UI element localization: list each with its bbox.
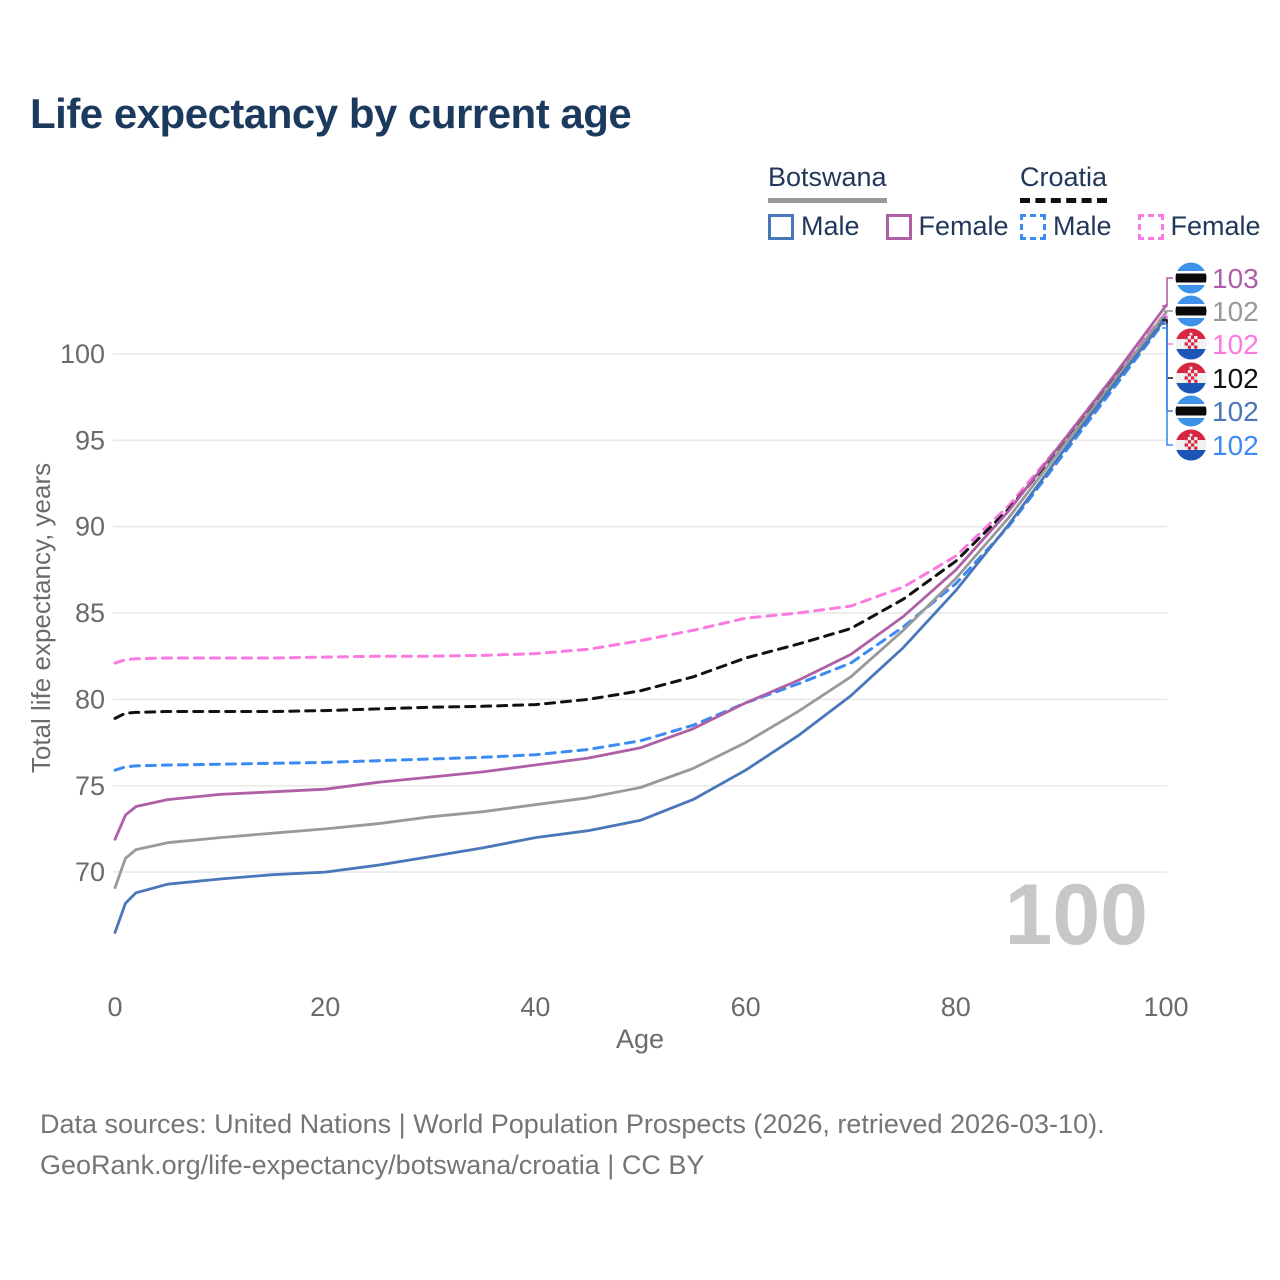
page-title: Life expectancy by current age [30,90,632,137]
botswana-flag-icon [1175,263,1207,294]
footer: Data sources: United Nations | World Pop… [40,1104,1105,1186]
botswana-female-swatch-icon [885,213,912,240]
source-url-line: GeoRank.org/life-expectancy/botswana/cro… [40,1150,705,1180]
y-tick-label: 90 [75,512,105,542]
y-tick-label: 95 [75,425,105,455]
legend-group-croatia: Croatia Male Female [1020,162,1275,242]
botswana-male-swatch-icon [768,213,794,240]
legend-label: Female [1170,211,1261,241]
croatia-flag-icon [1175,328,1207,360]
x-tick-label: 80 [941,992,971,1022]
series-line-croatia [113,314,1168,720]
y-tick-label: 70 [75,857,105,887]
series-line-botswana-female [113,304,1168,841]
x-tick-label: 40 [520,992,550,1022]
botswana-flag-icon [1175,396,1207,427]
end-value-label: 102 [1212,363,1259,394]
legend-label: Male [801,211,860,241]
legend-label: Female [918,211,1009,241]
data-sources-line: Data sources: United Nations | World Pop… [40,1109,1105,1139]
croatia-flag-icon [1175,362,1207,394]
end-value-label: 103 [1212,263,1259,294]
y-tick-label: 85 [75,598,105,628]
legend-item-botswana-female[interactable]: Female [885,211,1009,242]
legend-group-botswana: Botswana Male Female [768,162,1023,242]
x-axis-title: Age [616,1024,664,1054]
series-line-botswana [113,311,1168,889]
y-tick-label: 80 [75,684,105,714]
axes: 70 75 80 85 90 95 100 0 20 40 60 80 100 [60,339,1189,1022]
end-value-label: 102 [1212,396,1259,427]
legend-label: Male [1053,211,1112,241]
croatia-male-swatch-icon [1020,213,1046,240]
legend-item-botswana-male[interactable]: Male [768,211,860,242]
end-value-label: 102 [1212,296,1259,327]
y-tick-label: 75 [75,771,105,801]
croatia-female-swatch-icon [1137,213,1164,240]
x-tick-label: 0 [107,992,122,1022]
x-tick-label: 100 [1143,992,1188,1022]
y-axis-title: Total life expectancy, years [26,463,56,773]
series-lines [113,304,1168,934]
end-value-label: 102 [1212,430,1259,461]
legend-item-croatia-male[interactable]: Male [1020,211,1112,242]
end-value-label: 102 [1212,329,1259,360]
gridlines [113,353,1167,873]
series-line-botswana-male [113,316,1168,934]
series-line-croatia-male [113,318,1168,772]
label-connectors [1162,277,1173,446]
legend-country-botswana[interactable]: Botswana [768,162,887,203]
x-tick-label: 60 [731,992,761,1022]
label-connector [1162,327,1173,446]
legend-country-croatia[interactable]: Croatia [1020,162,1108,203]
label-connector [1162,277,1173,307]
croatia-flag-icon [1175,429,1207,461]
x-tick-label: 20 [310,992,340,1022]
y-tick-label: 100 [60,339,105,369]
legend-item-croatia-female[interactable]: Female [1137,211,1261,242]
botswana-flag-icon [1175,296,1207,327]
age-watermark: 100 [1005,867,1149,963]
series-line-croatia-female [113,311,1168,665]
